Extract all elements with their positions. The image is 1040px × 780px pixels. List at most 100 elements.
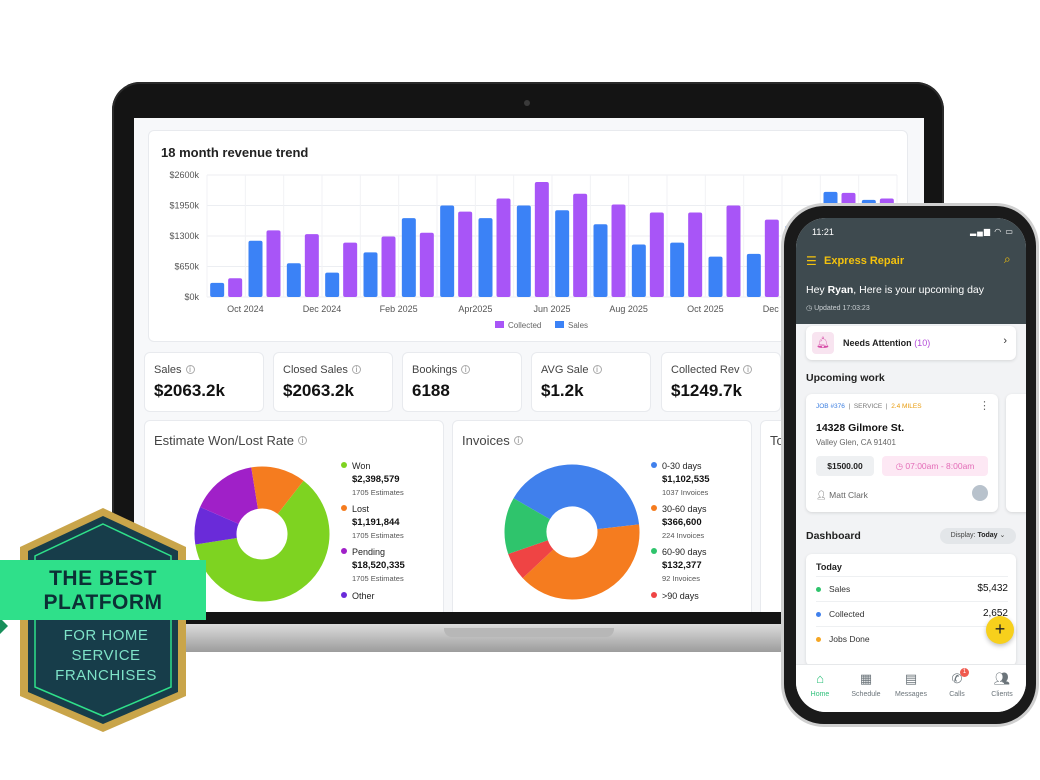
- bar-sales: [670, 242, 685, 297]
- legend-won: Won $2,398,579 1705 Estimates: [341, 461, 404, 497]
- tab-messages[interactable]: ▤ Messages: [888, 671, 934, 698]
- badge-ribbon: THE BEST PLATFORM: [0, 560, 206, 620]
- x-tick-label: Dec 2024: [303, 304, 342, 314]
- kpi-label: Bookings: [412, 364, 458, 376]
- bar-sales: [555, 210, 570, 297]
- display-select[interactable]: Display: Today ⌄: [940, 528, 1016, 544]
- greeting: Hey Ryan, Here is your upcoming day: [806, 284, 985, 296]
- kpi-card-closed-sales[interactable]: Closed Sales i $2063.2k: [273, 352, 393, 412]
- kpi-value: $1.2k: [541, 381, 584, 400]
- y-tick-label: $650k: [174, 262, 199, 272]
- bar-collected: [688, 212, 703, 297]
- updated-time: ◷ Updated 17:03:23: [806, 305, 870, 312]
- y-tick-label: $1950k: [169, 201, 199, 211]
- phone-icon: ✆: [951, 671, 963, 686]
- phone-header: 11:21 ▂▄▆ ◠ ▭ ☰ Express Repair ⌕ Hey Rya…: [796, 218, 1026, 324]
- kpi-card-collected-rev[interactable]: Collected Rev i $1249.7k: [661, 352, 781, 412]
- job-city: Valley Glen, CA 91401: [816, 438, 896, 447]
- donut-slice-60-90: [504, 464, 640, 600]
- bar-collected: [496, 198, 511, 297]
- job-card[interactable]: JOB #376 | SERVICE | 2.4 MILES ⋮ 14328 G…: [806, 394, 998, 512]
- bar-collected: [764, 219, 779, 297]
- kpi-label: Collected Rev: [671, 364, 740, 376]
- y-tick-label: $2600k: [169, 170, 199, 180]
- app-name: Express Repair: [824, 255, 905, 267]
- kpi-card-bookings[interactable]: Bookings i 6188: [402, 352, 522, 412]
- bar-collected: [649, 212, 664, 297]
- calls-badge: 1: [960, 668, 969, 677]
- bar-collected: [726, 205, 741, 297]
- x-tick-label: Oct 2024: [227, 304, 264, 314]
- bar-sales: [325, 272, 340, 297]
- legend-label: Sales: [568, 321, 588, 330]
- chat-icon: ▤: [904, 671, 918, 686]
- legend-60-90: 60-90 days $132,377 92 Invoices: [651, 547, 707, 583]
- legend-30-60: 30-60 days $366,600 224 Invoices: [651, 504, 707, 540]
- bar-collected: [458, 211, 473, 297]
- bar-sales: [440, 205, 455, 297]
- x-tick-label: Aug 2025: [609, 304, 648, 314]
- x-tick-label: Oct 2025: [687, 304, 724, 314]
- job-card-next[interactable]: [1006, 394, 1026, 512]
- award-badge-shape: [0, 508, 186, 732]
- info-icon[interactable]: i: [513, 436, 523, 445]
- bar-sales: [708, 256, 723, 297]
- today-row-jobs-done: Jobs Done: [816, 626, 1008, 650]
- search-icon[interactable]: ⌕: [1004, 252, 1011, 266]
- x-tick-label: Dec 2025: [763, 304, 802, 314]
- bar-sales: [248, 240, 263, 297]
- kpi-card-sales[interactable]: Sales i $2063.2k: [144, 352, 264, 412]
- badge-line2: PLATFORM: [43, 591, 163, 614]
- calendar-icon: ▦: [859, 671, 873, 686]
- tab-home[interactable]: ⌂ Home: [797, 671, 843, 698]
- kpi-value: $2063.2k: [283, 381, 354, 400]
- bar-sales: [746, 253, 761, 297]
- status-icons: ▂▄▆ ◠ ▭: [970, 227, 1014, 236]
- chevron-right-icon: ›: [1003, 335, 1007, 347]
- kpi-value: $2063.2k: [154, 381, 225, 400]
- bar-sales: [363, 252, 378, 297]
- x-tick-label: Jun 2025: [533, 304, 570, 314]
- info-icon[interactable]: i: [297, 436, 307, 445]
- bar-collected: [573, 193, 588, 297]
- attention-count: (10): [914, 338, 931, 348]
- dashboard-title: Dashboard: [806, 530, 861, 542]
- attention-label: Needs Attention: [843, 338, 912, 348]
- menu-icon[interactable]: ☰: [806, 254, 817, 268]
- today-card: Today Sales $5,432 Collected 2,652 Jobs …: [806, 554, 1016, 666]
- needs-attention-card[interactable]: 🔔︎ Needs Attention (10) ›: [806, 326, 1016, 360]
- job-price: $1500.00: [816, 456, 874, 476]
- today-row-sales: Sales $5,432: [816, 576, 1008, 600]
- bell-icon: 🔔︎: [812, 332, 834, 354]
- info-icon[interactable]: i: [461, 365, 471, 374]
- estimate-panel: Estimate Won/Lost Rate i Won $2,398,579 170…: [144, 420, 444, 612]
- legend-label: Collected: [508, 321, 541, 330]
- tab-schedule[interactable]: ▦ Schedule: [843, 671, 889, 698]
- info-icon[interactable]: i: [351, 365, 361, 374]
- home-icon: ⌂: [816, 671, 824, 686]
- more-options-icon[interactable]: ⋮: [979, 400, 990, 412]
- laptop-camera: [524, 100, 530, 106]
- kpi-card-avg-sale[interactable]: AVG Sale i $1.2k: [531, 352, 651, 412]
- avatar: [971, 484, 989, 502]
- estimate-title: Estimate Won/Lost Rate: [154, 433, 294, 448]
- invoices-title: Invoices: [462, 433, 510, 448]
- bar-collected: [381, 236, 396, 297]
- job-address: 14328 Gilmore St.: [816, 422, 905, 434]
- laptop-notch: [444, 628, 614, 637]
- info-icon[interactable]: i: [185, 365, 195, 374]
- badge-subtitle: FOR HOME SERVICE FRANCHISES: [55, 627, 157, 684]
- y-tick-label: $1300k: [169, 231, 199, 241]
- legend-pending: Pending $18,520,335 1705 Estimates: [341, 547, 405, 583]
- bar-sales: [631, 244, 646, 297]
- bar-collected: [304, 234, 319, 297]
- info-icon[interactable]: i: [743, 365, 753, 374]
- add-button[interactable]: +: [986, 616, 1014, 644]
- job-time: ◷ 07:00am - 8:00am: [882, 456, 988, 476]
- tab-calls[interactable]: ✆ 1 Calls: [934, 668, 980, 698]
- info-icon[interactable]: i: [592, 365, 602, 374]
- bar-collected: [611, 204, 626, 297]
- tab-clients[interactable]: 👥︎ Clients: [979, 671, 1025, 698]
- legend-swatch: [495, 321, 504, 328]
- bar-sales: [286, 263, 301, 297]
